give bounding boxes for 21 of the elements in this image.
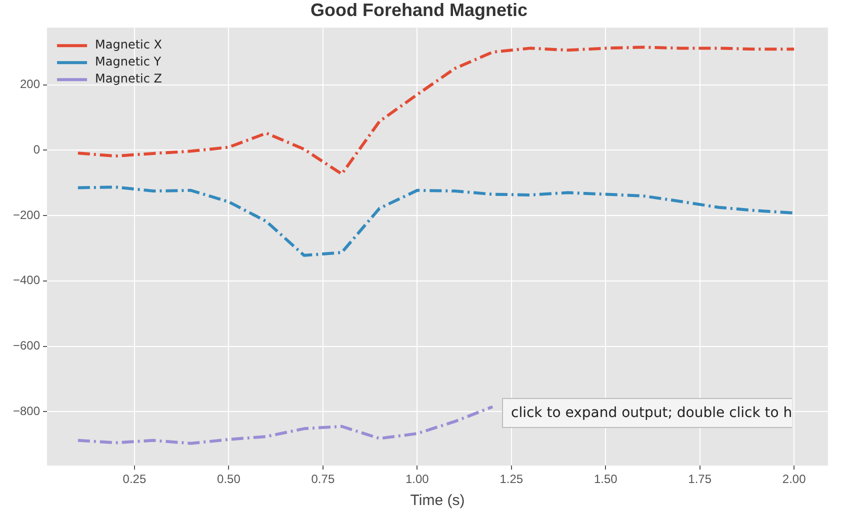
legend-label: Magnetic X	[95, 38, 162, 52]
x-tick-label: 0.25	[122, 472, 146, 486]
y-tick-label: −600	[13, 338, 40, 353]
x-tick-label: 1.75	[688, 472, 712, 486]
y-tick-label: −400	[13, 273, 40, 288]
x-tick-label: 2.00	[782, 472, 806, 486]
x-tick-label: 1.00	[405, 472, 430, 486]
x-tick-label: 0.75	[311, 472, 335, 486]
annotation: click to expand output; double click to h	[502, 398, 792, 428]
x-tick-label: 1.25	[500, 472, 524, 486]
chart-title: Good Forehand Magnetic	[310, 0, 528, 20]
y-tick-label: 200	[20, 77, 40, 92]
y-tick-label: −800	[13, 404, 40, 418]
x-tick-label: 1.50	[594, 472, 618, 486]
y-tick-label: 0	[33, 142, 40, 156]
legend-label: Magnetic Y	[95, 54, 162, 69]
legend-label: Magnetic Z	[95, 72, 162, 86]
y-tick-label: −200	[13, 208, 40, 222]
line-series	[76, 405, 494, 445]
x-tick-label: 0.50	[217, 472, 241, 486]
x-axis-title: Time (s)	[410, 492, 465, 510]
